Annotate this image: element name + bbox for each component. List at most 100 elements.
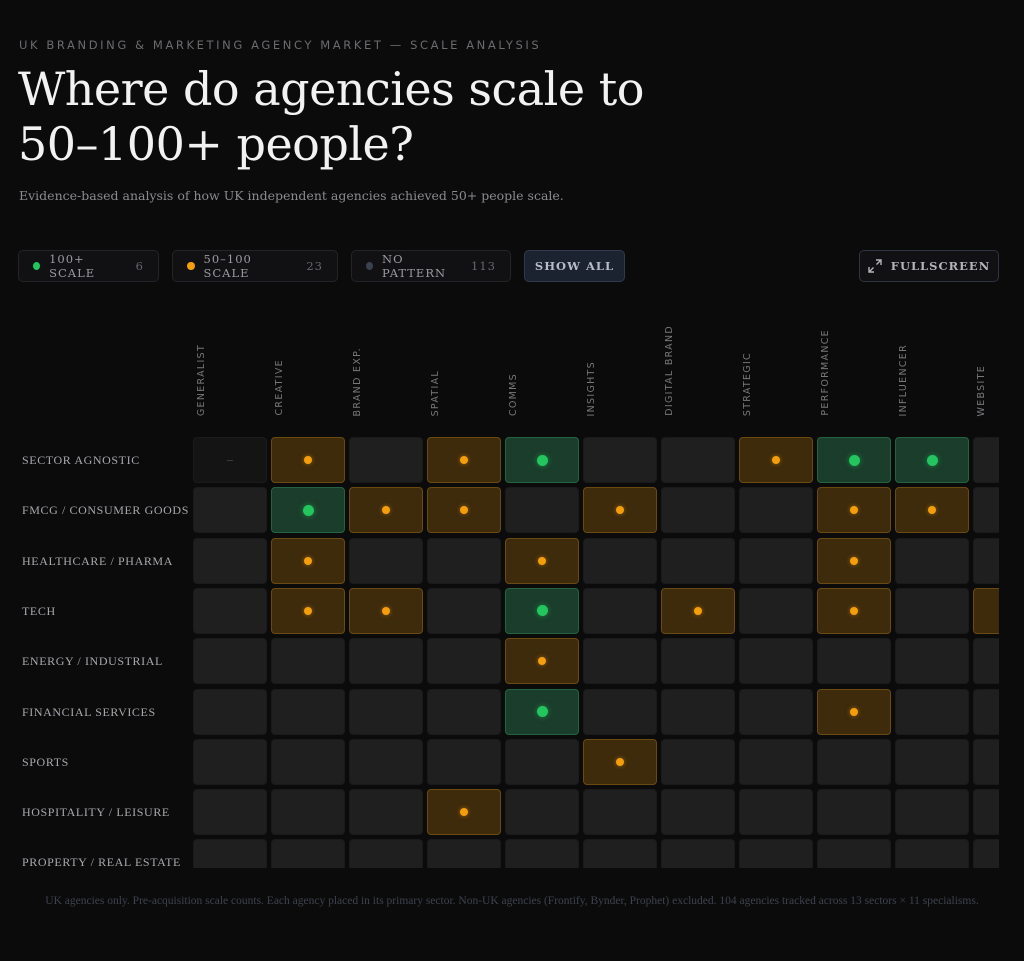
heatmap-cell[interactable] [193,839,267,868]
heatmap-cell[interactable] [817,688,891,735]
heatmap-cell[interactable] [505,688,579,735]
heatmap-cell[interactable] [973,839,999,868]
heatmap-cell[interactable] [427,839,501,868]
heatmap-cell[interactable] [583,587,657,634]
heatmap-cell[interactable] [973,688,999,735]
heatmap-cell[interactable] [427,437,501,483]
heatmap-cell[interactable] [817,587,891,634]
heatmap-cell[interactable] [427,587,501,634]
heatmap-cell[interactable] [505,789,579,836]
heatmap-cell[interactable] [193,487,267,534]
heatmap-cell[interactable] [271,688,345,735]
heatmap-cell[interactable] [739,437,813,483]
heatmap-cell[interactable] [349,738,423,785]
heatmap-cell[interactable] [739,537,813,584]
heatmap-cell[interactable] [973,437,999,483]
fullscreen-button[interactable]: FULLSCREEN [859,250,999,282]
heatmap-cell[interactable] [973,537,999,584]
heatmap-cell[interactable] [349,688,423,735]
heatmap-cell[interactable] [661,789,735,836]
heatmap-cell[interactable] [349,537,423,584]
heatmap-cell[interactable] [973,587,999,634]
heatmap-cell[interactable] [505,537,579,584]
heatmap-cell[interactable] [817,638,891,685]
heatmap-cell[interactable] [973,789,999,836]
heatmap-cell[interactable] [973,487,999,534]
heatmap-cell[interactable] [349,789,423,836]
heatmap-cell[interactable] [817,537,891,584]
heatmap-cell[interactable] [427,638,501,685]
show-all-button[interactable]: SHOW ALL [524,250,625,282]
heatmap-cell[interactable] [583,638,657,685]
heatmap-cell[interactable] [271,487,345,534]
heatmap-cell[interactable] [349,437,423,483]
heatmap-cell[interactable] [895,638,969,685]
heatmap-cell[interactable] [895,537,969,584]
heatmap-cell[interactable] [817,437,891,483]
heatmap-cell[interactable] [427,789,501,836]
heatmap-cell[interactable] [895,487,969,534]
filter-100-plus[interactable]: 100+ SCALE 6 [18,250,159,282]
heatmap-cell[interactable] [193,789,267,836]
heatmap-cell[interactable] [661,638,735,685]
heatmap-cell[interactable] [739,688,813,735]
heatmap-cell[interactable] [271,638,345,685]
heatmap-cell[interactable] [505,638,579,685]
heatmap-cell[interactable] [817,789,891,836]
heatmap-cell[interactable] [271,587,345,634]
heatmap-cell[interactable] [583,789,657,836]
heatmap-cell[interactable] [349,487,423,534]
heatmap-cell[interactable] [739,587,813,634]
heatmap-grid[interactable] [193,437,999,868]
heatmap-cell[interactable] [739,738,813,785]
heatmap-cell[interactable] [895,839,969,868]
heatmap-cell[interactable] [193,738,267,785]
heatmap-cell[interactable] [895,789,969,836]
heatmap-cell[interactable] [505,587,579,634]
heatmap-cell[interactable] [817,839,891,868]
heatmap-cell[interactable] [271,738,345,785]
heatmap-cell[interactable] [271,789,345,836]
heatmap-cell[interactable] [193,587,267,634]
heatmap-cell[interactable] [739,638,813,685]
heatmap-cell[interactable] [583,537,657,584]
heatmap-cell[interactable] [661,738,735,785]
heatmap-cell[interactable] [349,839,423,868]
heatmap-cell[interactable] [271,537,345,584]
heatmap-cell[interactable] [427,688,501,735]
heatmap-cell[interactable] [973,638,999,685]
heatmap-cell[interactable] [739,839,813,868]
heatmap-cell[interactable] [193,437,267,483]
heatmap-cell[interactable] [271,839,345,868]
heatmap-cell[interactable] [895,437,969,483]
heatmap-cell[interactable] [739,789,813,836]
heatmap-cell[interactable] [661,437,735,483]
heatmap-cell[interactable] [505,487,579,534]
filter-no-pattern[interactable]: NO PATTERN 113 [351,250,511,282]
heatmap-cell[interactable] [193,688,267,735]
heatmap-cell[interactable] [895,688,969,735]
heatmap-cell[interactable] [583,839,657,868]
heatmap-cell[interactable] [583,437,657,483]
heatmap-cell[interactable] [661,537,735,584]
heatmap-cell[interactable] [193,638,267,685]
filter-50-100[interactable]: 50–100 SCALE 23 [172,250,338,282]
heatmap-cell[interactable] [505,738,579,785]
heatmap-cell[interactable] [817,487,891,534]
heatmap-cell[interactable] [661,839,735,868]
heatmap-cell[interactable] [583,738,657,785]
heatmap-cell[interactable] [661,688,735,735]
heatmap-cell[interactable] [973,738,999,785]
heatmap-cell[interactable] [661,587,735,634]
heatmap-cell[interactable] [583,688,657,735]
heatmap-cell[interactable] [427,487,501,534]
heatmap-cell[interactable] [271,437,345,483]
heatmap-cell[interactable] [895,738,969,785]
heatmap-cell[interactable] [661,487,735,534]
heatmap-cell[interactable] [505,839,579,868]
heatmap-cell[interactable] [427,537,501,584]
heatmap-cell[interactable] [583,487,657,534]
heatmap-cell[interactable] [895,587,969,634]
heatmap-cell[interactable] [349,638,423,685]
heatmap-cell[interactable] [505,437,579,483]
